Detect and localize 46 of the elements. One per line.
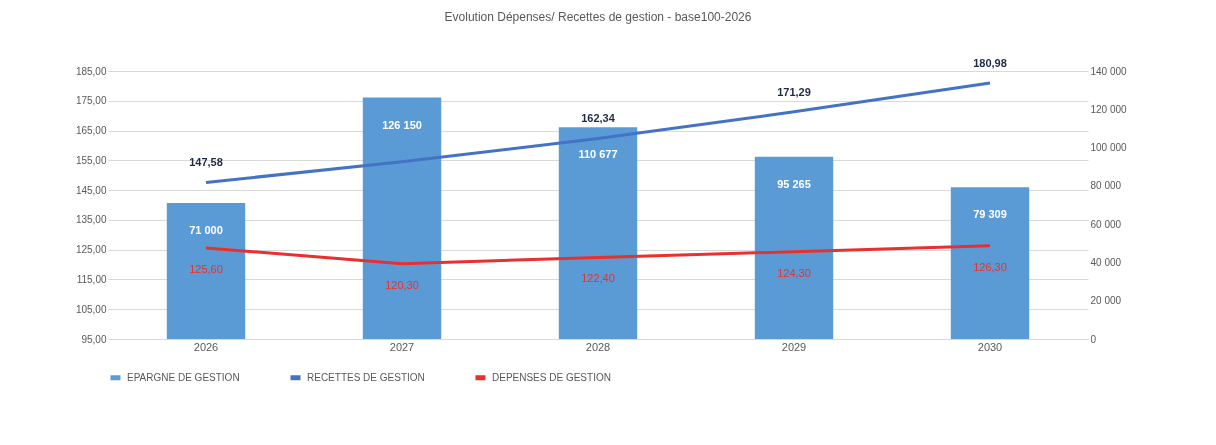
legend-label: EPARGNE DE GESTION (127, 371, 240, 383)
y2-tick-label: 80 000 (1090, 180, 1122, 192)
data-label: 71 000 (189, 224, 223, 237)
y2-tick-label: 20 000 (1090, 295, 1122, 307)
data-label: 125,60 (189, 262, 223, 275)
x-tick-label: 2027 (389, 340, 415, 353)
y2-tick-label: 0 (1090, 333, 1097, 345)
data-label: 126 150 (382, 118, 422, 131)
data-label: 126,30 (973, 260, 1007, 273)
chart-title: Evolution Dépenses/ Recettes de gestion - base100-2026 (444, 9, 752, 24)
x-tick-label: 2029 (781, 340, 807, 353)
legend-label: DEPENSES DE GESTION (492, 371, 611, 383)
y-tick-label: 105,00 (75, 303, 107, 315)
bar (754, 156, 834, 339)
bar (950, 187, 1030, 339)
data-label: 79 309 (973, 208, 1007, 221)
data-label: 162,34 (581, 112, 616, 125)
data-label: 120,30 (385, 278, 419, 291)
y-tick-label: 95,00 (81, 333, 107, 345)
x-tick-label: 2026 (193, 340, 219, 353)
y2-tick-label: 40 000 (1090, 256, 1122, 268)
y-tick-label: 135,00 (75, 214, 107, 226)
bar (166, 203, 246, 339)
data-label: 171,29 (777, 85, 811, 98)
y-tick-label: 185,00 (75, 65, 107, 77)
bar (362, 97, 442, 339)
y2-tick-label: 140 000 (1090, 65, 1128, 77)
data-label: 147,58 (189, 156, 223, 169)
data-label: 95 265 (777, 177, 811, 190)
data-label: 124,30 (777, 266, 811, 279)
y-tick-label: 115,00 (76, 273, 107, 285)
y-tick-label: 145,00 (75, 184, 107, 196)
y-tick-label: 165,00 (75, 125, 107, 137)
data-label: 110 677 (578, 148, 618, 161)
x-tick-label: 2030 (977, 340, 1003, 353)
y2-tick-label: 100 000 (1090, 142, 1128, 154)
y-tick-label: 155,00 (75, 154, 107, 166)
y2-tick-label: 60 000 (1090, 218, 1122, 230)
x-tick-label: 2028 (585, 340, 611, 353)
y-tick-label: 175,00 (75, 95, 107, 107)
data-label: 180,98 (973, 56, 1007, 69)
legend-label: RECETTES DE GESTION (307, 371, 425, 383)
data-label: 122,40 (581, 272, 615, 285)
bar (558, 127, 638, 339)
y2-tick-label: 120 000 (1090, 103, 1128, 115)
y-tick-label: 125,00 (75, 244, 107, 256)
